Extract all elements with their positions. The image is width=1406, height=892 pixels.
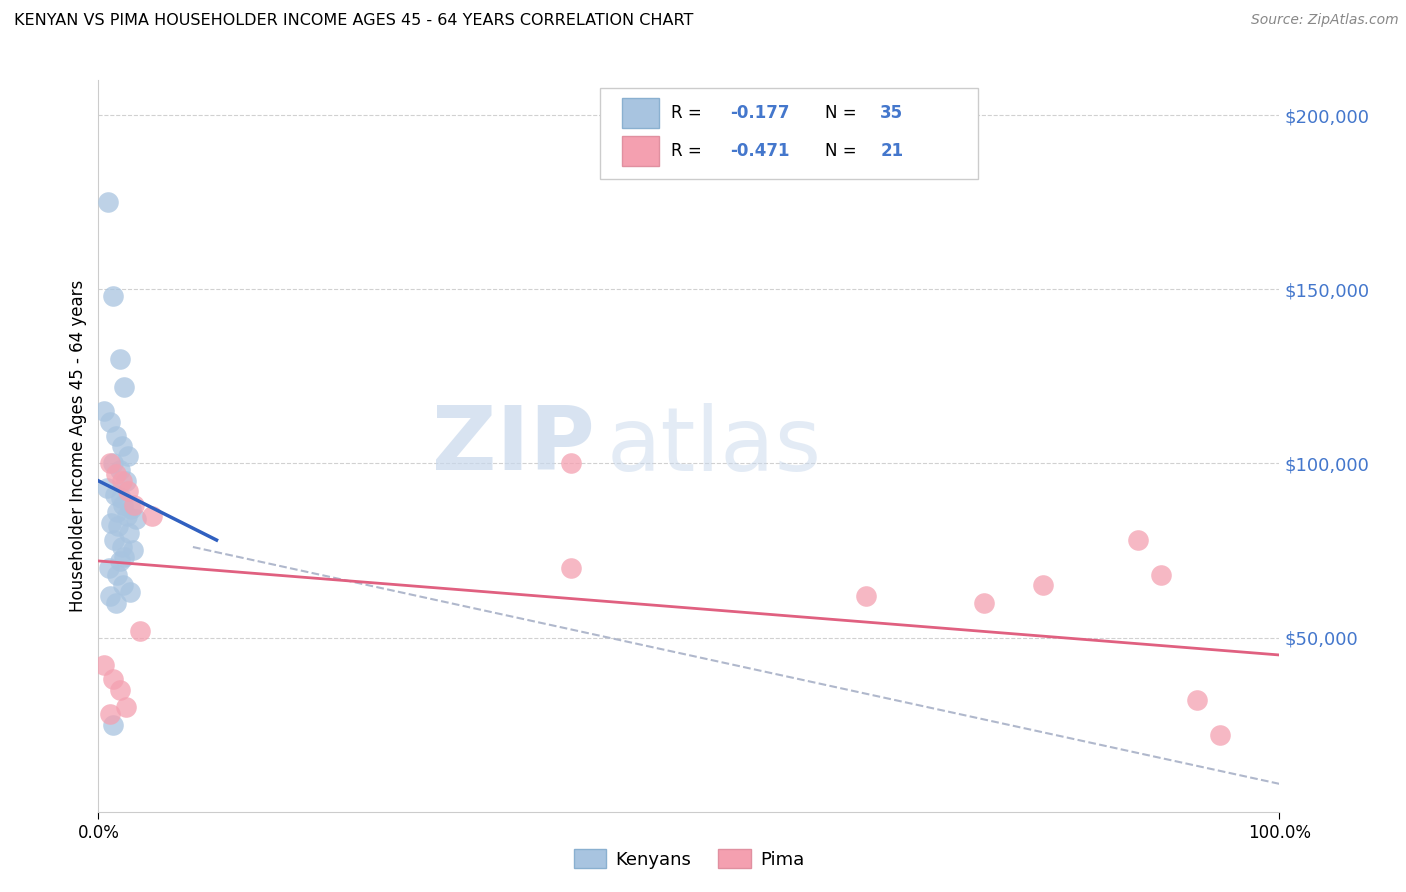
Point	[973, 596, 995, 610]
Point	[98, 561, 121, 575]
Point	[104, 488, 127, 502]
Text: Source: ZipAtlas.com: Source: ZipAtlas.com	[1251, 13, 1399, 28]
Text: KENYAN VS PIMA HOUSEHOLDER INCOME AGES 45 - 64 YEARS CORRELATION CHART: KENYAN VS PIMA HOUSEHOLDER INCOME AGES 4…	[14, 13, 693, 29]
Point	[112, 550, 135, 565]
Point	[1185, 693, 1208, 707]
Point	[108, 351, 131, 366]
Point	[560, 561, 582, 575]
Point	[98, 415, 121, 429]
Point	[105, 596, 128, 610]
Point	[110, 491, 132, 506]
Point	[121, 543, 143, 558]
Text: R =: R =	[671, 104, 707, 122]
Point	[111, 474, 134, 488]
FancyBboxPatch shape	[621, 98, 659, 128]
Point	[101, 289, 124, 303]
Point	[855, 589, 877, 603]
Point	[1126, 533, 1149, 547]
Point	[1032, 578, 1054, 592]
Point	[118, 526, 141, 541]
Point	[101, 717, 124, 731]
Text: -0.471: -0.471	[730, 142, 790, 161]
Point	[114, 474, 136, 488]
Text: atlas: atlas	[606, 402, 821, 490]
Point	[101, 457, 124, 471]
Point	[1209, 728, 1232, 742]
Point	[105, 467, 128, 481]
Point	[101, 673, 124, 687]
Point	[105, 567, 128, 582]
Point	[111, 540, 134, 554]
Point	[100, 516, 122, 530]
FancyBboxPatch shape	[600, 87, 979, 179]
Point	[107, 519, 129, 533]
Point	[560, 457, 582, 471]
Point	[121, 501, 143, 516]
Point	[1150, 567, 1173, 582]
Point	[108, 682, 131, 697]
Point	[108, 463, 131, 477]
Point	[108, 554, 131, 568]
Point	[117, 450, 139, 464]
Point	[98, 707, 121, 722]
Text: 35: 35	[880, 104, 904, 122]
Point	[112, 380, 135, 394]
Text: 21: 21	[880, 142, 904, 161]
Point	[111, 439, 134, 453]
Point	[93, 404, 115, 418]
Point	[105, 505, 128, 519]
Text: N =: N =	[825, 104, 862, 122]
Text: N =: N =	[825, 142, 862, 161]
Point	[93, 658, 115, 673]
Point	[115, 508, 138, 523]
Point	[114, 700, 136, 714]
Text: -0.177: -0.177	[730, 104, 790, 122]
Y-axis label: Householder Income Ages 45 - 64 years: Householder Income Ages 45 - 64 years	[69, 280, 87, 612]
FancyBboxPatch shape	[621, 136, 659, 166]
Point	[141, 508, 163, 523]
Point	[97, 195, 120, 210]
Point	[125, 512, 148, 526]
Point	[122, 498, 145, 512]
Point	[112, 498, 135, 512]
Point	[128, 624, 150, 638]
Point	[98, 457, 121, 471]
Text: ZIP: ZIP	[432, 402, 595, 490]
Text: R =: R =	[671, 142, 707, 161]
Point	[96, 481, 118, 495]
Point	[112, 578, 135, 592]
Point	[103, 533, 125, 547]
Point	[105, 428, 128, 442]
Point	[120, 585, 142, 599]
Legend: Kenyans, Pima: Kenyans, Pima	[567, 842, 811, 876]
Point	[117, 484, 139, 499]
Point	[98, 589, 121, 603]
